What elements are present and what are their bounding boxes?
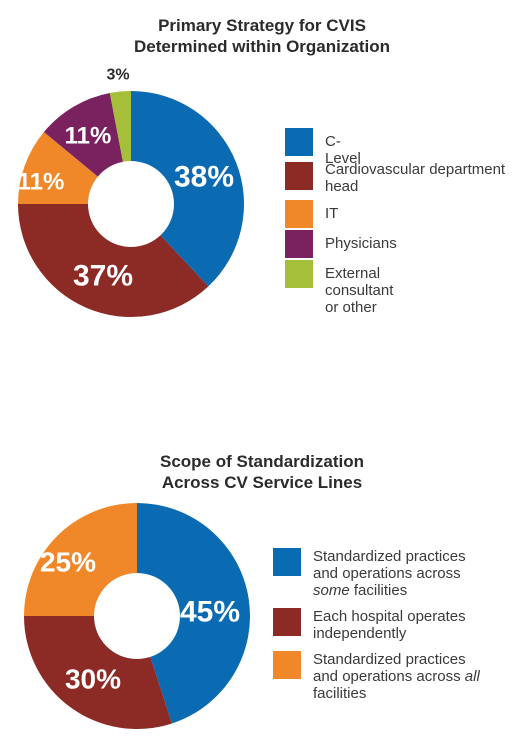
legend-swatch xyxy=(285,128,313,156)
donut-value-label: 30% xyxy=(65,664,121,695)
legend-label: External consultant or other xyxy=(325,265,394,316)
legend-item-independent: Each hospital operates independently xyxy=(273,608,488,642)
legend-item-all-facilities: Standardized practices and operations ac… xyxy=(273,651,483,702)
donut-value-label: 3% xyxy=(106,67,129,84)
chart-1-title-line-1: Primary Strategy for CVIS xyxy=(158,16,366,35)
donut-value-label: 11% xyxy=(18,169,65,196)
chart-1: Primary Strategy for CVIS Determined wit… xyxy=(0,0,524,330)
donut-slice xyxy=(137,503,251,724)
legend-swatch xyxy=(273,608,301,636)
legend-label: IT xyxy=(325,205,339,222)
chart-2: Scope of Standardization Across CV Servi… xyxy=(0,440,524,739)
donut-value-label: 25% xyxy=(40,547,96,578)
legend-swatch xyxy=(273,548,301,576)
legend-swatch xyxy=(285,230,313,258)
legend-label: Physicians xyxy=(325,235,397,252)
chart-2-title-line-2: Across CV Service Lines xyxy=(161,473,363,492)
donut-hole xyxy=(94,573,180,659)
legend-swatch xyxy=(273,651,301,679)
chart-1-title-line-2: Determined within Organization xyxy=(134,37,390,56)
legend-label: Each hospital operates independently xyxy=(313,608,466,642)
legend-item-c-level: C-Level xyxy=(285,128,361,167)
legend-label: Standardized practices and operations ac… xyxy=(313,548,466,599)
legend-swatch xyxy=(285,260,313,288)
chart-2-donut: 45% 30% 25% xyxy=(24,503,251,729)
legend-label: C-Level xyxy=(325,133,361,167)
chart-1-donut: 38% 37% 11%11% 3% xyxy=(18,67,244,317)
legend-label: Cardiovascular department head xyxy=(325,161,506,195)
legend-swatch xyxy=(285,200,313,228)
legend-item-physicians: Physicians xyxy=(285,230,397,258)
donut-slice xyxy=(18,204,209,317)
legend-item-cardiovascular-department-head: Cardiovascular department head xyxy=(285,161,524,195)
legend-item-external-consultant-or-other: External consultant or other xyxy=(285,260,393,316)
chart-2-title: Scope of Standardization Across CV Servi… xyxy=(0,451,524,493)
donut-value-label: 45% xyxy=(180,596,240,629)
donut-hole xyxy=(88,161,174,247)
donut-value-label: 37% xyxy=(73,260,133,293)
donut-slice xyxy=(131,91,244,287)
chart-1-title: Primary Strategy for CVIS Determined wit… xyxy=(0,15,524,57)
legend-label: Standardized practices and operations ac… xyxy=(313,651,480,702)
donut-value-label: 38% xyxy=(174,161,234,194)
donut-value-label: 11% xyxy=(65,123,112,150)
legend-swatch xyxy=(285,162,313,190)
chart-2-title-line-1: Scope of Standardization xyxy=(159,452,365,471)
legend-item-some-facilities: Standardized practices and operations ac… xyxy=(273,548,483,599)
legend-item-it: IT xyxy=(285,200,338,228)
